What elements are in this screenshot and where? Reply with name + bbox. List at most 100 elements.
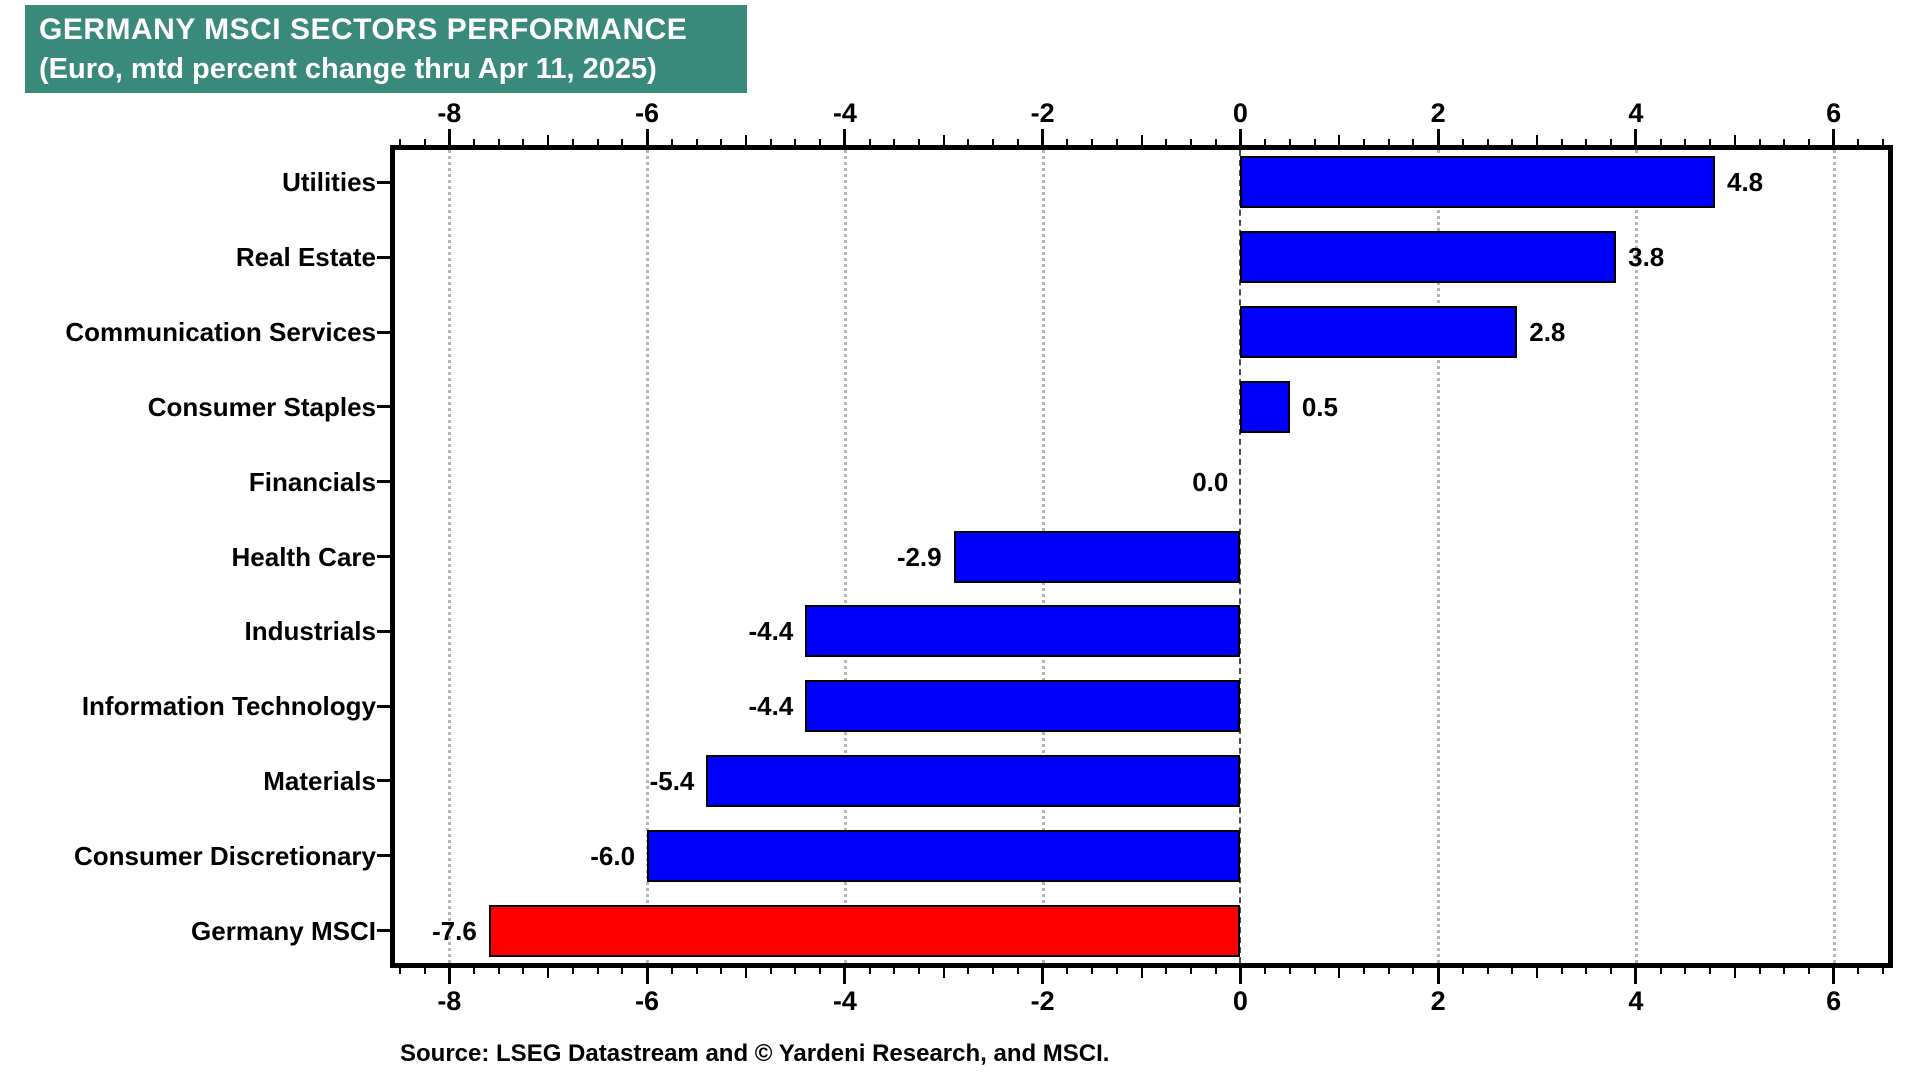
bar-positive [1240,231,1617,284]
bar-positive [1240,156,1715,209]
x-axis-tick [1536,135,1539,145]
gridline [843,150,847,963]
bar-positive [1240,306,1518,359]
x-axis-tick [621,968,624,974]
x-axis-tick [522,139,525,145]
x-axis-tick [497,139,500,145]
value-label: -4.4 [748,616,794,647]
x-axis-tick [1733,135,1736,145]
x-axis-tick [1412,139,1415,145]
bar-negative [647,829,1241,882]
x-axis-tick [423,968,426,974]
x-axis-tick-label: 4 [1628,986,1644,1016]
x-axis-tick-label: -6 [635,986,660,1016]
y-axis-tick [377,704,390,708]
x-axis-tick [1832,129,1836,145]
x-axis-tick [1214,139,1217,145]
x-axis-tick [1214,968,1217,974]
x-axis-tick [769,968,772,974]
x-axis-tick [1882,139,1885,145]
value-label: 4.8 [1727,167,1764,198]
x-axis-tick [1560,968,1563,974]
x-axis-tick [1511,968,1514,974]
x-axis-tick-label: 6 [1826,986,1842,1016]
x-axis-tick [992,968,995,974]
y-axis-tick [377,480,390,484]
chart-subtitle: (Euro, mtd percent change thru Apr 11, 2… [39,53,657,85]
x-axis-tick [1066,139,1069,145]
category-label: Communication Services [65,317,376,348]
x-axis-tick-label: 2 [1430,986,1446,1016]
x-axis-tick [695,139,698,145]
x-axis-tick-label: 2 [1430,98,1446,128]
x-axis-tick [1436,129,1440,145]
chart-title-box: GERMANY MSCI SECTORS PERFORMANCE (Euro, … [25,5,747,93]
x-axis-tick [497,968,500,974]
x-axis-tick [1165,139,1168,145]
y-axis-tick [377,180,390,184]
x-axis-tick [794,968,797,974]
x-axis-tick [1238,129,1242,145]
x-axis-tick [1758,139,1761,145]
x-axis-tick [1041,129,1045,145]
x-axis-tick [1362,968,1365,974]
x-axis-tick [423,139,426,145]
x-axis-tick [1313,139,1316,145]
x-axis-tick [1338,968,1341,978]
x-axis-tick [819,968,822,974]
x-axis-tick [398,139,401,145]
value-label: 0.0 [1192,466,1229,497]
x-axis-tick [1115,968,1118,974]
x-axis-tick [1362,139,1365,145]
x-axis-tick [670,968,673,974]
x-axis-tick [1560,139,1563,145]
x-axis-tick [794,139,797,145]
x-axis-tick-label: 0 [1232,98,1248,128]
x-axis-tick [1659,139,1662,145]
x-axis-tick [1610,139,1613,145]
x-axis-tick [1338,135,1341,145]
x-axis-tick [1684,139,1687,145]
x-axis-tick [720,968,723,974]
x-axis-tick [1634,968,1638,984]
x-axis-tick [1832,968,1836,984]
x-axis-tick [744,135,747,145]
x-axis-tick [819,139,822,145]
category-label: Consumer Staples [147,391,376,422]
x-axis-tick [645,968,649,984]
y-axis-tick [377,330,390,334]
x-axis-tick [1783,139,1786,145]
category-label: Germany MSCI [191,915,376,946]
x-axis-tick [1585,968,1588,974]
x-axis-tick [1016,968,1019,974]
x-axis-tick [1140,968,1143,978]
x-axis-tick [1091,139,1094,145]
x-axis-tick [967,968,970,974]
x-axis-tick [918,968,921,974]
y-axis-tick [377,405,390,409]
x-axis-tick [744,968,747,978]
bar-negative [706,754,1241,807]
gridline [1832,150,1836,963]
x-axis-tick [398,968,401,974]
y-axis-tick [377,854,390,858]
y-axis-tick [377,629,390,633]
x-axis-tick-label: -2 [1030,986,1055,1016]
x-axis-tick [571,139,574,145]
x-axis-tick [1882,968,1885,974]
x-axis-tick [1733,968,1736,978]
x-axis-tick [547,968,550,978]
category-label: Information Technology [81,691,376,722]
x-axis-tick [1313,968,1316,974]
category-label: Financials [248,466,376,497]
value-label: 0.5 [1301,391,1338,422]
x-axis-tick [547,135,550,145]
category-label: Health Care [231,541,377,572]
x-axis-tick [1536,968,1539,978]
x-axis-tick [695,968,698,974]
x-axis-tick [1189,968,1192,974]
x-axis-tick [1165,968,1168,974]
x-axis-tick [447,968,451,984]
x-axis-tick [1016,139,1019,145]
y-axis-tick [377,779,390,783]
